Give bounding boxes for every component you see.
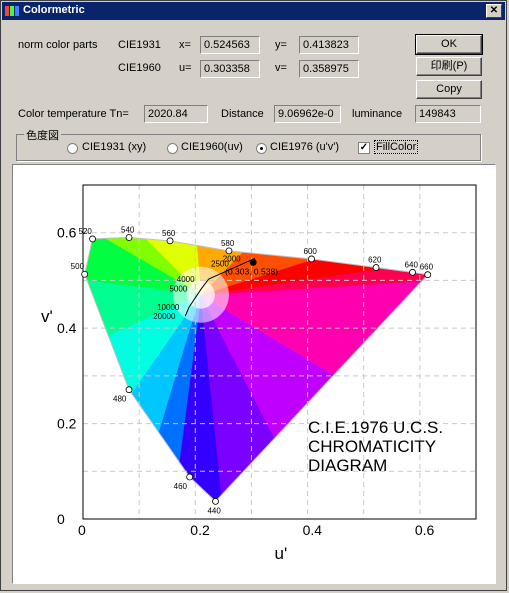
wavelength-label: 440 bbox=[207, 506, 221, 515]
x-axis-label: u' bbox=[275, 544, 288, 563]
wavelength-marker bbox=[81, 270, 89, 278]
x-value-field: 0.524563 bbox=[200, 36, 260, 54]
y-tick-label: 0.2 bbox=[57, 416, 77, 432]
wavelength-marker bbox=[424, 271, 432, 279]
y-label: y= bbox=[275, 39, 287, 51]
y-tick-label: 0.6 bbox=[57, 225, 77, 241]
temperature-label: 2500 bbox=[211, 260, 229, 269]
color-temperature-field: 2020.84 bbox=[144, 105, 208, 123]
wavelength-marker bbox=[125, 234, 133, 241]
x-tick-label: 0.2 bbox=[190, 522, 210, 538]
wavelength-label: 600 bbox=[304, 247, 318, 256]
v-value-field: 0.358975 bbox=[299, 60, 359, 78]
wavelength-label: 520 bbox=[79, 227, 93, 236]
wavelength-marker bbox=[212, 497, 219, 505]
wavelength-marker bbox=[125, 386, 133, 394]
wavelength-marker bbox=[89, 235, 96, 243]
chart-title-line: CHROMATICITY bbox=[308, 437, 436, 456]
luminance-field: 149843 bbox=[415, 105, 481, 123]
app-icon bbox=[5, 6, 19, 16]
temperature-label: 2000 bbox=[223, 254, 241, 263]
ok-button[interactable]: OK bbox=[415, 34, 483, 55]
wavelength-marker bbox=[308, 255, 315, 263]
wavelength-marker bbox=[409, 268, 416, 276]
wavelength-label: 480 bbox=[113, 395, 127, 404]
close-icon[interactable]: ✕ bbox=[486, 4, 502, 18]
chart-title-line: C.I.E.1976 U.C.S. bbox=[308, 418, 443, 437]
x-tick-label: 0 bbox=[78, 522, 86, 538]
wavelength-label: 660 bbox=[420, 263, 434, 272]
distance-label: Distance bbox=[221, 108, 264, 120]
y-tick-label: 0 bbox=[57, 511, 65, 527]
plot-frame bbox=[82, 184, 477, 520]
fillcolor-checkbox[interactable]: ✓ bbox=[358, 142, 370, 154]
cie1931-label: CIE1931 bbox=[118, 39, 161, 51]
u-label: u= bbox=[179, 62, 192, 74]
fillcolor-label[interactable]: FillColor bbox=[373, 140, 419, 154]
window-title: Colormetric bbox=[23, 4, 85, 16]
v-label: v= bbox=[275, 62, 287, 74]
title-bar[interactable]: Colormetric ✕ bbox=[2, 2, 505, 20]
wavelength-label: 460 bbox=[174, 482, 188, 491]
measured-point-label: (0.303, 0.538) bbox=[225, 266, 278, 276]
x-tick-label: 0.6 bbox=[415, 522, 435, 538]
radio-cie1976-label[interactable]: CIE1976 (u'v') bbox=[270, 141, 340, 153]
copy-button[interactable]: Copy bbox=[416, 80, 482, 99]
y-tick-label: 0.4 bbox=[57, 320, 77, 336]
temperature-label: 20000 bbox=[153, 312, 176, 321]
measured-point bbox=[249, 258, 257, 266]
wavelength-label: 620 bbox=[368, 256, 382, 265]
radio-cie1931-label[interactable]: CIE1931 (xy) bbox=[82, 141, 147, 153]
wavelength-label: 560 bbox=[162, 229, 176, 238]
u-value-field: 0.303358 bbox=[200, 60, 260, 78]
wavelength-label: 540 bbox=[121, 225, 135, 234]
diagram-group-label: 色度図 bbox=[24, 127, 61, 143]
distance-field: 9.06962e-0 bbox=[274, 105, 341, 123]
temperature-label: 4000 bbox=[177, 275, 195, 284]
wavelength-marker bbox=[225, 247, 233, 255]
print-button[interactable]: 印刷(P) bbox=[416, 57, 482, 76]
chart-grid bbox=[83, 185, 476, 519]
chromaticity-chart: 440 460 480 500 520 540 560 580 600 620 640 660 200… bbox=[41, 184, 477, 563]
radio-cie1960[interactable] bbox=[167, 143, 178, 154]
y-axis-label: v' bbox=[41, 307, 53, 326]
wavelength-label: 500 bbox=[71, 262, 85, 271]
x-tick-label: 0.4 bbox=[303, 522, 323, 538]
chromaticity-canvas: 440 460 480 500 520 540 560 580 600 620 640 660 200… bbox=[12, 164, 496, 584]
axis-ticks: 00 0.2 0.2 0.4 0.4 0.6 0.6 bbox=[57, 225, 435, 538]
y-value-field: 0.413823 bbox=[299, 36, 359, 54]
chart-title-line: DIAGRAM bbox=[308, 456, 387, 475]
wavelength-marker bbox=[372, 264, 380, 271]
radio-cie1931[interactable] bbox=[67, 143, 78, 154]
temperature-label: 5000 bbox=[169, 285, 187, 294]
wavelength-label: 580 bbox=[221, 239, 235, 248]
wavelength-marker bbox=[166, 237, 174, 245]
luminance-label: luminance bbox=[352, 108, 403, 120]
radio-cie1960-label[interactable]: CIE1960(uv) bbox=[181, 141, 243, 153]
color-temperature-label: Color temperature Tn= bbox=[18, 108, 129, 120]
diagram-group bbox=[16, 134, 481, 161]
wavelength-label: 640 bbox=[405, 260, 419, 269]
planckian-curve bbox=[184, 258, 256, 317]
radio-cie1976[interactable] bbox=[256, 143, 267, 154]
norm-color-parts-label: norm color parts bbox=[18, 39, 98, 51]
spectral-locus: 440 460 480 500 520 540 560 580 600 620 640 660 bbox=[71, 225, 434, 515]
wavelength-marker bbox=[186, 473, 194, 481]
x-label: x= bbox=[179, 39, 191, 51]
cie1960-label: CIE1960 bbox=[118, 62, 161, 74]
temperature-label: 10000 bbox=[157, 303, 180, 312]
